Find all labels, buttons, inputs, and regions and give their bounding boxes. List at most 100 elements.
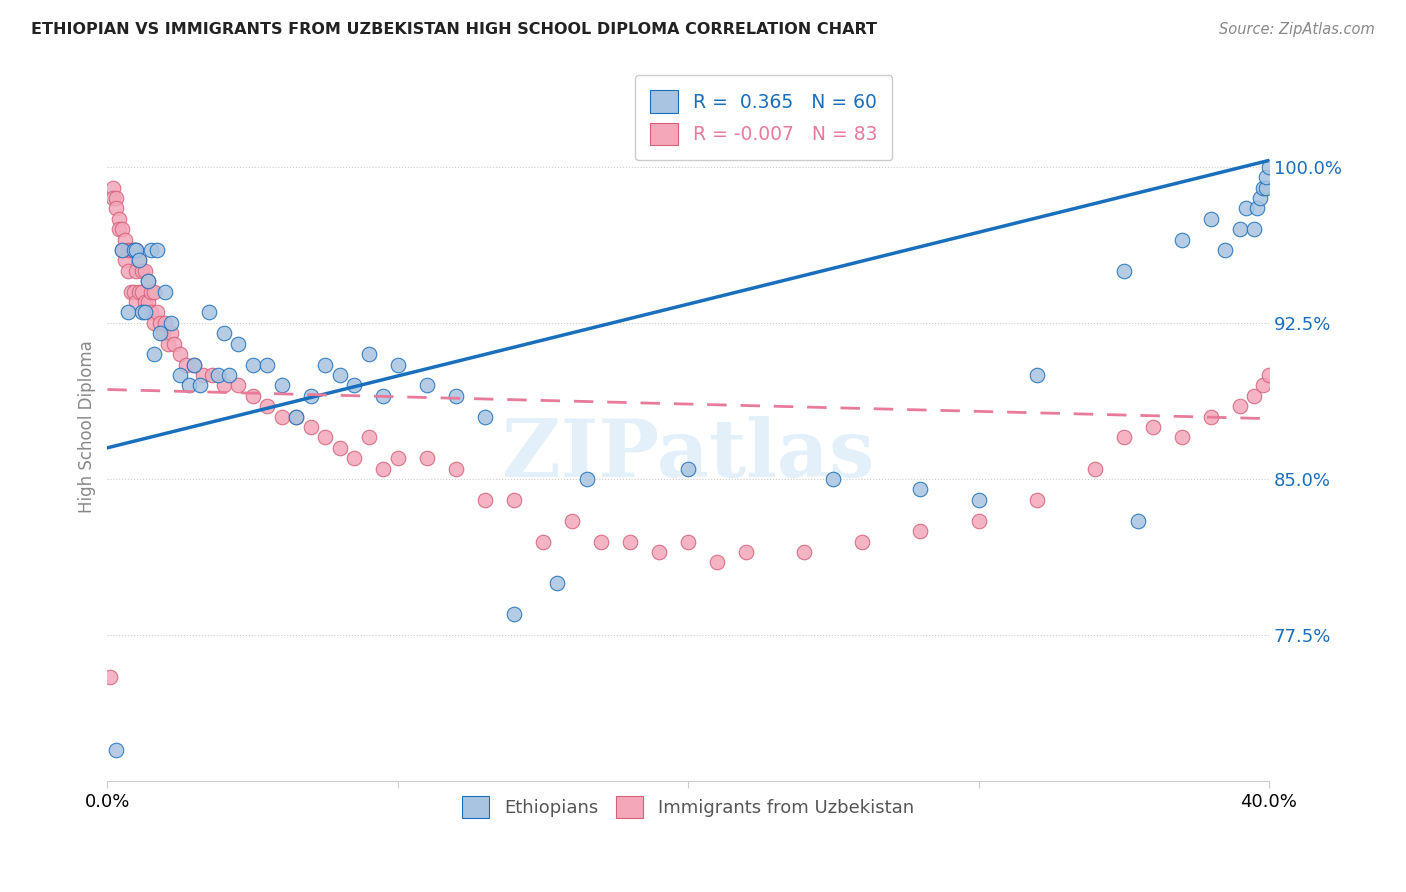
Point xyxy=(1025,368,1047,382)
Point xyxy=(128,253,150,268)
Point xyxy=(416,378,439,392)
Point xyxy=(242,358,264,372)
Point xyxy=(285,409,308,424)
Point xyxy=(1258,160,1281,174)
Point xyxy=(343,378,366,392)
Point xyxy=(329,441,352,455)
Point xyxy=(619,534,641,549)
Point xyxy=(531,534,554,549)
Point xyxy=(142,316,165,330)
Point xyxy=(1025,492,1047,507)
Point xyxy=(98,670,121,684)
Point xyxy=(503,492,526,507)
Point xyxy=(160,316,183,330)
Point xyxy=(343,451,366,466)
Point xyxy=(122,243,145,257)
Point xyxy=(125,264,148,278)
Point xyxy=(1234,202,1257,216)
Point xyxy=(270,409,292,424)
Point xyxy=(169,368,191,382)
Point xyxy=(105,191,128,205)
Point xyxy=(125,243,148,257)
Point xyxy=(160,326,183,341)
Point xyxy=(136,274,159,288)
Point xyxy=(547,576,569,591)
Point xyxy=(299,420,322,434)
Point xyxy=(589,534,612,549)
Point xyxy=(503,607,526,622)
Point xyxy=(169,347,191,361)
Point xyxy=(1199,211,1222,226)
Point xyxy=(561,514,583,528)
Text: Source: ZipAtlas.com: Source: ZipAtlas.com xyxy=(1219,22,1375,37)
Point xyxy=(155,285,177,299)
Point xyxy=(357,347,380,361)
Point xyxy=(183,358,205,372)
Point xyxy=(851,534,873,549)
Point xyxy=(117,305,139,319)
Point xyxy=(575,472,598,486)
Point xyxy=(120,243,142,257)
Point xyxy=(387,358,409,372)
Point xyxy=(117,264,139,278)
Point xyxy=(793,545,815,559)
Point xyxy=(111,222,134,236)
Point xyxy=(735,545,758,559)
Point xyxy=(226,336,249,351)
Point xyxy=(1243,389,1265,403)
Point xyxy=(1246,202,1268,216)
Point xyxy=(145,243,167,257)
Point xyxy=(373,389,395,403)
Point xyxy=(256,399,278,413)
Point xyxy=(134,264,156,278)
Point xyxy=(1171,430,1194,444)
Point xyxy=(285,409,308,424)
Point xyxy=(1229,222,1251,236)
Point xyxy=(416,451,439,466)
Point xyxy=(142,285,165,299)
Point xyxy=(207,368,229,382)
Point xyxy=(314,358,336,372)
Point xyxy=(1084,461,1107,475)
Point xyxy=(183,358,205,372)
Point xyxy=(1229,399,1251,413)
Point xyxy=(177,378,200,392)
Point xyxy=(139,305,162,319)
Point xyxy=(1142,420,1164,434)
Point xyxy=(198,305,221,319)
Point xyxy=(108,211,131,226)
Point xyxy=(444,389,467,403)
Point xyxy=(910,524,932,538)
Point xyxy=(1251,180,1274,194)
Point xyxy=(105,743,128,757)
Point xyxy=(111,243,134,257)
Point xyxy=(139,243,162,257)
Point xyxy=(114,253,136,268)
Point xyxy=(117,243,139,257)
Point xyxy=(131,285,153,299)
Point xyxy=(111,243,134,257)
Y-axis label: High School Diploma: High School Diploma xyxy=(79,341,96,514)
Legend: Ethiopians, Immigrants from Uzbekistan: Ethiopians, Immigrants from Uzbekistan xyxy=(456,789,921,825)
Point xyxy=(256,358,278,372)
Point xyxy=(676,534,699,549)
Point xyxy=(212,378,235,392)
Point xyxy=(314,430,336,444)
Point xyxy=(226,378,249,392)
Point xyxy=(967,492,990,507)
Point xyxy=(218,368,240,382)
Point xyxy=(1112,264,1135,278)
Point xyxy=(1112,430,1135,444)
Point xyxy=(1254,180,1277,194)
Point xyxy=(474,409,496,424)
Point xyxy=(676,461,699,475)
Text: ZIPatlas: ZIPatlas xyxy=(502,417,875,494)
Point xyxy=(149,326,172,341)
Point xyxy=(139,285,162,299)
Point xyxy=(648,545,671,559)
Point xyxy=(174,358,197,372)
Point xyxy=(108,222,131,236)
Point xyxy=(373,461,395,475)
Point xyxy=(1249,191,1271,205)
Point xyxy=(823,472,845,486)
